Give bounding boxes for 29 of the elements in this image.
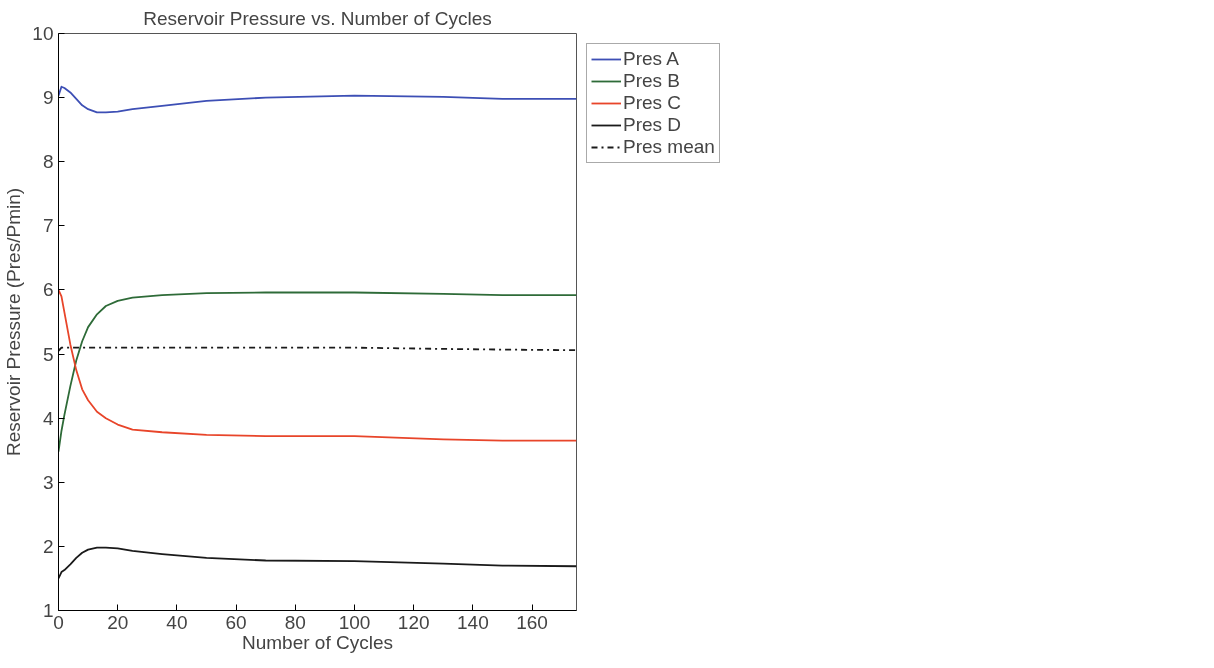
x-tick-label: 0 [53, 611, 64, 633]
y-tick-label: 8 [42, 151, 54, 173]
x-tick-label: 60 [225, 611, 247, 633]
x-tick-label: 20 [107, 611, 129, 633]
y-tick-label: 7 [42, 215, 54, 237]
legend-label: Pres C [623, 92, 682, 114]
y-tick-label: 9 [42, 87, 54, 109]
y-tick-label: 10 [32, 23, 54, 44]
y-axis-title: Reservoir Pressure (Pres/Pmin) [3, 187, 25, 457]
y-tick-label: 6 [42, 279, 54, 301]
x-tick-label: 80 [284, 611, 306, 633]
x-tick-label: 160 [516, 611, 548, 633]
legend-label: Pres D [623, 114, 682, 136]
y-tick-label: 1 [42, 600, 54, 621]
y-tick-label: 4 [42, 407, 54, 429]
x-tick-label: 100 [338, 611, 371, 633]
x-tick-label: 40 [166, 611, 188, 633]
y-tick-label: 2 [42, 535, 54, 557]
legend-label: Pres mean [623, 136, 715, 158]
chart-title: Reservoir Pressure vs. Number of Cycles [143, 7, 492, 29]
x-axis-title: Number of Cycles [242, 631, 394, 653]
x-tick-label: 140 [457, 611, 489, 633]
line-series [58, 546, 577, 580]
x-tick-label: 120 [397, 611, 430, 633]
y-tick-label: 3 [42, 471, 54, 493]
legend-label: Pres B [623, 70, 681, 92]
y-tick-label: 5 [42, 343, 54, 365]
line-series [58, 85, 577, 114]
legend-label: Pres A [623, 48, 679, 70]
